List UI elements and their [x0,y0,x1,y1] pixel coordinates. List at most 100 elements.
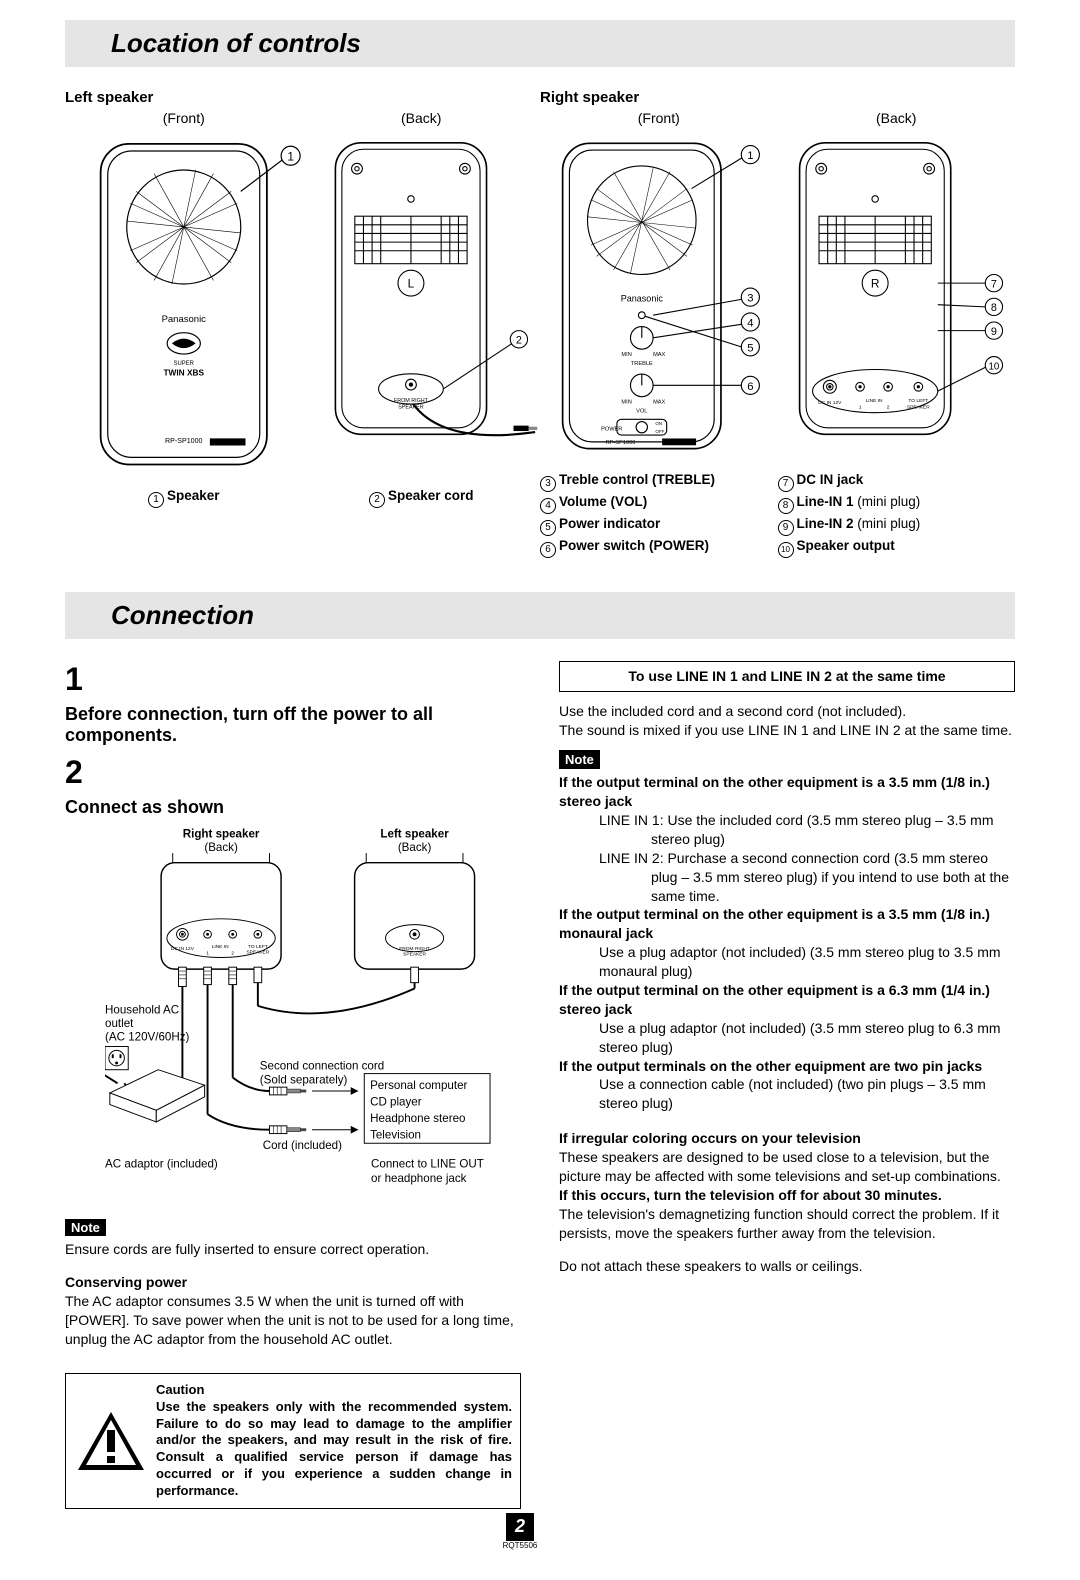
svg-text:RP-SP1000: RP-SP1000 [606,440,636,446]
svg-text:Right speaker: Right speaker [183,828,260,841]
left-speaker-back-diagram: L FROM RIGHT SPEAKER 2 [303,132,541,445]
caution-heading: Caution [156,1382,204,1397]
svg-text:FROM RIGHT: FROM RIGHT [393,398,428,404]
svg-text:Cord (included): Cord (included) [263,1139,342,1152]
svg-text:LINE IN: LINE IN [865,398,882,404]
caution-text: Use the speakers only with the recommend… [156,1399,512,1498]
conserving-power-heading: Conserving power [65,1274,187,1290]
callout-10: Speaker output [797,538,895,553]
right-l5: Use a connection cable (not included) (t… [559,1075,1015,1113]
right-l2: LINE IN 2: Purchase a second connection … [559,849,1015,906]
tv-heading: If irregular coloring occurs on your tel… [559,1130,861,1146]
right-front-label: (Front) [540,110,778,126]
callout-4: Volume (VOL) [559,494,647,509]
svg-text:5: 5 [747,342,753,354]
svg-text:OFF: OFF [655,429,664,434]
svg-text:3: 3 [747,293,753,305]
right-speaker-back-diagram: R DC IN 12V LINE IN 1 2 TO LEFT SPEAKER … [778,132,1016,445]
svg-text:(Back): (Back) [204,841,238,854]
step-1-num: 1 [65,661,105,698]
right-h3: If the output terminal on the other equi… [559,982,990,1017]
svg-text:(Sold separately): (Sold separately) [260,1073,348,1086]
tv-text-1: These speakers are designed to be used c… [559,1148,1015,1186]
note-left-text: Ensure cords are fully inserted to ensur… [65,1240,521,1259]
tv-bold: If this occurs, turn the television off … [559,1187,942,1203]
caution-box: Caution Use the speakers only with the r… [65,1373,521,1509]
note-badge-right: Note [559,750,600,770]
callout-8b: (mini plug) [854,494,921,509]
svg-text:VOL: VOL [636,408,647,414]
callout-1: Speaker [167,488,220,503]
svg-text:Second connection cord: Second connection cord [260,1060,384,1073]
conserving-power-text: The AC adaptor consumes 3.5 W when the u… [65,1292,521,1349]
svg-text:(Back): (Back) [398,841,432,854]
svg-text:RP-SP1000: RP-SP1000 [165,437,203,445]
tv-text-2: The television's demagnetizing function … [559,1205,1015,1243]
svg-text:2: 2 [886,404,889,410]
caution-icon [66,1374,156,1508]
tv-text-3: Do not attach these speakers to walls or… [559,1257,1015,1276]
svg-text:AC adaptor (included): AC adaptor (included) [105,1157,218,1170]
callout-5: Power indicator [559,516,660,531]
svg-text:Television: Television [370,1128,421,1141]
svg-text:LINE IN: LINE IN [212,944,229,950]
left-front-label: (Front) [65,110,303,126]
connection-right-column: To use LINE IN 1 and LINE IN 2 at the sa… [559,661,1015,1509]
svg-text:MAX: MAX [653,399,665,405]
svg-text:1: 1 [747,150,753,162]
svg-text:7: 7 [990,278,996,290]
svg-text:6: 6 [747,381,753,393]
right-back-label: (Back) [778,110,1016,126]
section-title-location: Location of controls [65,20,1015,67]
right-l1: LINE IN 1: Use the included cord (3.5 mm… [559,811,1015,849]
section-title-connection: Connection [65,592,1015,639]
step-1-text: Before connection, turn off the power to… [65,698,477,746]
step-2-num: 2 [65,754,105,791]
svg-text:DC IN 12V: DC IN 12V [818,400,842,406]
svg-text:4: 4 [747,318,753,330]
svg-text:TO LEFT: TO LEFT [908,398,928,404]
page-code: RQT5506 [503,1541,538,1550]
svg-text:DC IN 12V: DC IN 12V [171,946,195,952]
svg-text:Left speaker: Left speaker [380,828,449,841]
callout-7: DC IN jack [797,472,864,487]
svg-text:2: 2 [515,335,521,347]
svg-text:POWER: POWER [601,427,622,433]
callout-9b: (mini plug) [854,516,921,531]
connection-diagram: Right speaker (Back) DC IN 12V LINE IN 1… [105,824,521,1201]
svg-text:1: 1 [206,951,209,957]
left-speaker-front-diagram: Panasonic SUPER TWIN XBS RP-SP1000 1 [65,132,303,476]
right-speaker-front-diagram: Panasonic MIN MAX TREBLE MIN MAX VOL [540,132,778,460]
svg-text:SPEAKER: SPEAKER [906,404,929,410]
svg-text:1: 1 [287,150,294,164]
page-number: 2 [506,1513,534,1541]
svg-text:CD player: CD player [370,1095,422,1108]
svg-text:MIN: MIN [621,352,631,358]
svg-text:R: R [870,276,879,290]
svg-text:TWIN XBS: TWIN XBS [163,367,204,377]
svg-text:SPEAKER: SPEAKER [246,950,269,956]
step-2-text: Connect as shown [65,791,477,818]
svg-text:outlet: outlet [105,1017,134,1030]
svg-text:8: 8 [990,302,996,314]
svg-text:MIN: MIN [621,399,631,405]
speaker-diagrams-row: Left speaker (Front) Panasonic [65,89,1015,558]
right-h1: If the output terminal on the other equi… [559,774,990,809]
svg-text:TREBLE: TREBLE [631,361,653,367]
svg-text:9: 9 [990,326,996,338]
svg-text:Panasonic: Panasonic [621,294,664,304]
svg-text:L: L [407,276,414,290]
svg-text:FROM RIGHT: FROM RIGHT [399,946,430,952]
callout-8a: Line-IN 1 [797,494,854,509]
svg-text:2: 2 [231,951,234,957]
callout-num-2: 2 [369,492,385,508]
svg-text:SPEAKER: SPEAKER [403,952,426,958]
connection-left-column: 1 Before connection, turn off the power … [65,661,521,1509]
callout-3: Treble control (TREBLE) [559,472,715,487]
linein-box-header: To use LINE IN 1 and LINE IN 2 at the sa… [559,661,1015,692]
callout-6: Power switch (POWER) [559,538,709,553]
right-intro-2: The sound is mixed if you use LINE IN 1 … [559,721,1015,740]
svg-text:or headphone jack: or headphone jack [371,1172,467,1185]
svg-text:1: 1 [858,404,861,410]
svg-text:SPEAKER: SPEAKER [398,404,424,410]
